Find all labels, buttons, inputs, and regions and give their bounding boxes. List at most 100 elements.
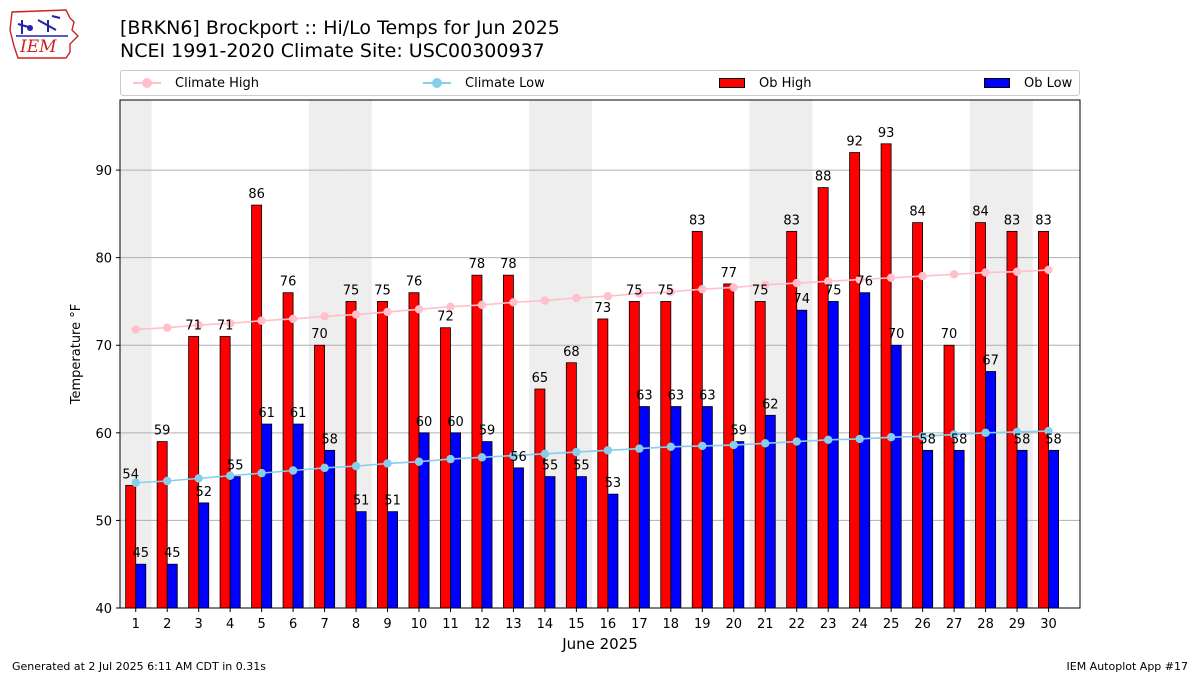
bar-ob-high-day-29 (1006, 230, 1018, 609)
point-climate-low-day-26 (918, 432, 927, 441)
data-label-ob-high-day-15: 68 (563, 345, 580, 360)
point-climate-high-day-15 (572, 293, 581, 303)
data-label-ob-high-day-14: 65 (532, 371, 549, 386)
legend-swatch-climate-low (423, 77, 451, 89)
data-label-ob-low-day-27: 58 (951, 432, 968, 447)
bar-ob-low-day-7 (324, 449, 336, 609)
data-label-ob-high-day-21: 75 (752, 283, 769, 298)
x-tick-label-20: 20 (725, 617, 742, 632)
point-climate-low-day-15 (572, 447, 581, 457)
x-tick-label-29: 29 (1009, 617, 1026, 632)
bar-ob-low-day-18 (670, 406, 682, 609)
data-label-ob-low-day-20: 59 (731, 424, 748, 439)
point-climate-high-day-25 (886, 273, 896, 282)
bar-ob-high-day-15 (565, 362, 577, 609)
data-label-ob-low-day-3: 52 (195, 485, 212, 500)
point-climate-high-day-12 (477, 300, 487, 310)
y-axis-label: Temperature °F (69, 304, 84, 405)
data-label-ob-low-day-15: 55 (573, 459, 590, 474)
point-climate-high-day-16 (603, 291, 613, 301)
bar-ob-high-day-28 (975, 222, 986, 609)
x-tick-label-30: 30 (1040, 617, 1057, 632)
x-tick-label-24: 24 (851, 617, 868, 632)
point-climate-high-day-22 (792, 278, 801, 288)
data-label-ob-low-day-14: 55 (542, 459, 559, 474)
point-climate-high-day-6 (288, 314, 298, 324)
bar-ob-low-day-16 (607, 493, 619, 609)
x-tick-label-16: 16 (600, 617, 617, 632)
point-climate-low-day-24 (855, 434, 864, 444)
footer-generated-note: Generated at 2 Jul 2025 6:11 AM CDT in 0… (12, 660, 266, 673)
bar-ob-low-day-9 (387, 511, 399, 609)
data-label-ob-low-day-10: 60 (416, 415, 433, 430)
point-climate-low-day-18 (666, 442, 676, 452)
bar-ob-low-day-30 (1048, 449, 1059, 609)
data-label-ob-low-day-4: 55 (227, 459, 244, 474)
bar-ob-low-day-22 (796, 309, 808, 609)
y-tick-label-40: 40 (95, 602, 112, 617)
bar-ob-low-day-19 (701, 406, 713, 609)
bar-ob-high-day-17 (628, 301, 640, 609)
x-tick-label-14: 14 (537, 617, 554, 632)
point-climate-high-day-14 (540, 296, 550, 305)
data-label-ob-low-day-5: 61 (258, 406, 275, 421)
data-label-ob-high-day-30: 83 (1035, 213, 1052, 228)
bar-ob-low-day-4 (229, 476, 241, 609)
x-tick-label-1: 1 (132, 617, 140, 632)
point-climate-low-day-29 (1012, 427, 1022, 437)
bar-ob-low-day-6 (292, 423, 304, 609)
data-label-ob-low-day-9: 51 (384, 494, 401, 509)
data-label-ob-high-day-17: 75 (626, 283, 643, 298)
x-tick-label-2: 2 (163, 617, 171, 632)
point-climate-high-day-2 (163, 323, 172, 332)
bar-ob-high-day-12 (471, 274, 483, 609)
y-tick-label-90: 90 (95, 164, 112, 179)
bar-ob-low-day-17 (638, 406, 650, 609)
legend-item-climate-low: Climate Low (423, 71, 545, 95)
point-climate-low-day-21 (761, 439, 770, 448)
data-label-ob-low-day-13: 56 (510, 450, 527, 465)
bar-ob-low-day-23 (827, 301, 839, 609)
bar-ob-low-day-25 (890, 344, 902, 609)
data-label-ob-high-day-27: 70 (941, 327, 958, 342)
bar-ob-high-day-21 (754, 301, 766, 609)
point-climate-low-day-11 (446, 454, 455, 464)
data-label-ob-high-day-23: 88 (815, 170, 832, 185)
data-label-ob-high-day-24: 92 (846, 135, 863, 150)
point-climate-low-day-10 (414, 457, 424, 466)
bar-ob-low-day-20 (733, 441, 745, 609)
legend-label-climate-low: Climate Low (465, 75, 545, 91)
x-tick-label-9: 9 (383, 617, 391, 632)
point-climate-low-day-30 (1044, 426, 1053, 436)
data-label-ob-low-day-12: 59 (479, 424, 496, 439)
data-label-ob-high-day-26: 84 (909, 205, 926, 220)
data-label-ob-high-day-16: 73 (595, 301, 612, 316)
x-tick-label-12: 12 (474, 617, 491, 632)
data-label-ob-high-day-28: 84 (972, 205, 989, 220)
data-label-ob-high-day-9: 75 (374, 283, 391, 298)
chart-legend: Climate High Climate Low Ob High Ob Low (120, 70, 1080, 96)
data-label-ob-high-day-5: 86 (248, 187, 265, 202)
point-climate-low-day-20 (729, 440, 738, 450)
data-label-ob-low-day-6: 61 (290, 406, 307, 421)
data-label-ob-low-day-18: 63 (668, 389, 685, 404)
data-label-ob-high-day-11: 72 (437, 310, 454, 325)
data-label-ob-high-day-22: 83 (783, 213, 800, 228)
data-label-ob-low-day-1: 45 (133, 546, 150, 561)
data-label-ob-low-day-22: 74 (793, 292, 810, 307)
bar-ob-low-day-13 (513, 467, 524, 609)
point-climate-low-day-2 (163, 476, 172, 486)
x-tick-label-11: 11 (442, 617, 459, 632)
point-climate-high-day-13 (509, 298, 518, 307)
point-climate-high-day-3 (194, 320, 203, 330)
data-label-ob-high-day-25: 93 (878, 126, 895, 141)
point-climate-low-day-3 (194, 474, 203, 483)
point-climate-high-day-11 (446, 302, 455, 311)
legend-swatch-ob-low (984, 78, 1010, 88)
point-climate-low-day-23 (823, 435, 833, 445)
data-label-ob-high-day-1: 54 (122, 467, 139, 482)
data-label-ob-high-day-8: 75 (343, 283, 360, 298)
data-label-ob-low-day-23: 75 (825, 283, 842, 298)
chart-title: [BRKN6] Brockport :: Hi/Lo Temps for Jun… (120, 17, 560, 39)
bar-ob-high-day-26 (912, 222, 924, 609)
